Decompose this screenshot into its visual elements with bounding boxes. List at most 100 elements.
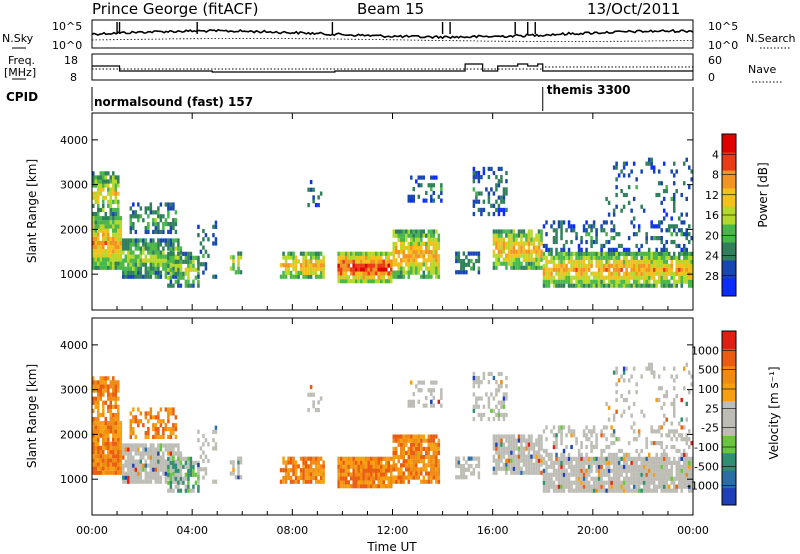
power-cell	[102, 232, 105, 237]
velocity-cell	[154, 471, 158, 476]
velocity-cell	[99, 412, 103, 418]
power-cell	[437, 194, 441, 199]
power-cell	[344, 279, 348, 284]
power-cell	[545, 243, 548, 249]
power-cell	[667, 228, 671, 233]
power-cell	[147, 246, 150, 251]
power-cell	[169, 251, 173, 256]
velocity-cell	[652, 484, 656, 489]
velocity-cell	[189, 472, 193, 477]
velocity-cell	[112, 388, 115, 393]
power-cell	[144, 258, 148, 263]
velocity-cell	[607, 444, 611, 450]
velocity-cell	[97, 429, 100, 434]
velocity-cell	[527, 442, 531, 447]
velocity-cell	[177, 443, 180, 448]
power-cell	[144, 225, 148, 231]
velocity-cell	[647, 366, 651, 371]
power-cell	[109, 249, 113, 254]
velocity-cell	[585, 460, 588, 465]
power-cell	[685, 236, 688, 241]
power-cell	[557, 267, 561, 272]
velocity-cell	[212, 479, 215, 484]
velocity-cell	[685, 476, 688, 481]
velocity-cell	[214, 429, 218, 434]
power-cell	[505, 207, 508, 213]
velocity-cell	[212, 429, 215, 434]
velocity-cell	[147, 419, 150, 424]
power-cell	[144, 210, 148, 215]
power-cell	[640, 271, 643, 276]
power-cell	[607, 255, 611, 260]
velocity-cell	[384, 468, 388, 473]
power-cell	[635, 251, 638, 256]
velocity-cell	[357, 484, 360, 489]
velocity-cell	[667, 488, 671, 493]
power-cell	[672, 279, 676, 284]
velocity-cell	[322, 464, 325, 469]
power-cell	[307, 202, 310, 208]
power-cell	[502, 241, 506, 246]
velocity-cell	[615, 437, 618, 442]
velocity-cell	[389, 480, 393, 485]
velocity-cell	[369, 460, 373, 465]
velocity-cell	[114, 421, 118, 426]
velocity-cell	[92, 384, 95, 389]
velocity-cell	[117, 396, 120, 401]
power-cell	[435, 250, 438, 255]
power-cell	[339, 275, 343, 280]
power-cell	[502, 199, 506, 204]
velocity-cell	[567, 484, 571, 489]
power-cell	[685, 279, 688, 284]
velocity-cell	[455, 475, 458, 480]
power-cell	[177, 254, 180, 259]
velocity-cell	[580, 488, 583, 493]
power-cell	[129, 250, 133, 255]
power-cell	[309, 255, 313, 260]
power-cell	[119, 249, 123, 254]
power-cell	[537, 245, 541, 250]
velocity-cell	[112, 421, 115, 426]
velocity-cell	[490, 408, 493, 413]
velocity-cell	[530, 434, 533, 439]
power-cell	[159, 202, 163, 207]
velocity-cell	[550, 476, 553, 481]
velocity-cell	[632, 472, 636, 477]
velocity-cell	[167, 468, 170, 473]
velocity-cell	[109, 462, 113, 467]
power-cell	[500, 207, 503, 213]
colorbar-tick-label: 25	[705, 402, 719, 415]
velocity-cell	[667, 456, 671, 461]
velocity-cell	[490, 371, 493, 377]
velocity-cell	[417, 450, 421, 456]
power-cell	[565, 275, 568, 280]
power-cell	[600, 271, 603, 276]
colorbar-swatch	[722, 242, 736, 261]
power-cell	[400, 241, 403, 246]
power-cell	[572, 251, 576, 256]
power-cell	[430, 183, 433, 188]
power-cell	[585, 251, 588, 256]
power-cell	[602, 255, 606, 260]
velocity-cell	[172, 475, 175, 480]
velocity-cell	[109, 425, 113, 430]
velocity-cell	[432, 450, 436, 456]
velocity-cell	[502, 454, 506, 459]
velocity-cell	[204, 471, 208, 476]
velocity-cell	[99, 466, 103, 471]
velocity-cell	[635, 456, 638, 461]
power-cell	[505, 170, 508, 176]
velocity-cell	[587, 464, 591, 469]
velocity-cell	[142, 451, 145, 456]
power-cell	[352, 279, 355, 284]
velocity-cell	[612, 456, 616, 461]
power-cell	[425, 245, 428, 251]
velocity-cell	[662, 488, 666, 493]
power-cell	[359, 259, 363, 264]
velocity-cell	[184, 484, 188, 489]
velocity-cell	[112, 462, 115, 467]
power-cell	[147, 222, 150, 227]
power-cell	[132, 262, 135, 267]
power-cell	[359, 275, 363, 280]
power-cell	[690, 259, 693, 264]
